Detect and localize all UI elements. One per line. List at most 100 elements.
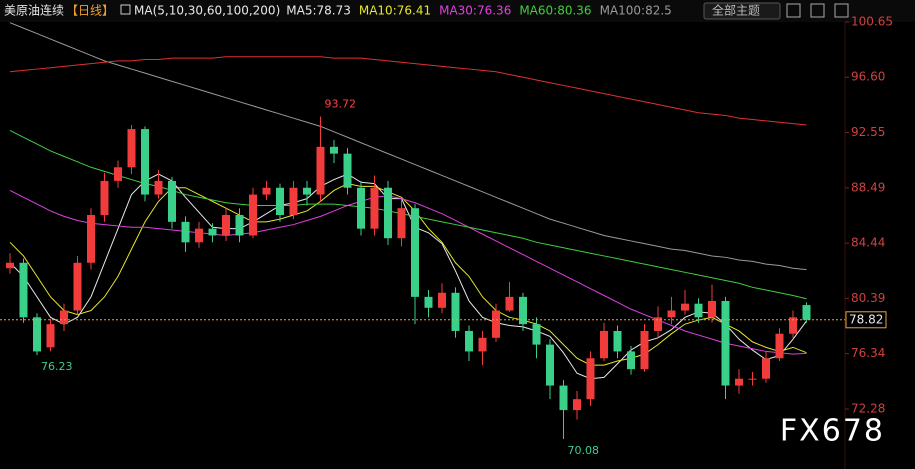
extreme-label: 93.72 <box>325 98 357 111</box>
candle-body <box>411 208 419 297</box>
candle-body <box>762 358 770 379</box>
candle-body <box>708 300 716 318</box>
watermark: FX678 <box>780 414 885 449</box>
candle-body <box>465 330 473 352</box>
y-tick-label: 96.60 <box>851 70 885 84</box>
candle-body <box>276 187 284 216</box>
candle-body <box>438 292 446 308</box>
candle-body <box>114 167 122 181</box>
candle-body <box>73 262 82 311</box>
legend-name: MA5: <box>286 4 316 18</box>
candle-body <box>478 337 487 352</box>
candle-body <box>397 208 406 239</box>
candle-body <box>208 228 217 236</box>
extreme-label: 76.23 <box>41 360 73 373</box>
candle-body <box>802 305 811 320</box>
y-tick-label: 100.65 <box>851 15 893 29</box>
legend-name: MA10: <box>359 4 397 18</box>
candle-body <box>154 180 163 195</box>
candle-body <box>222 215 230 236</box>
candle-body <box>6 262 14 269</box>
candle-body <box>60 310 68 325</box>
legend-value: 78.73 <box>317 4 351 18</box>
candle-body <box>370 187 379 229</box>
candle-body <box>141 129 149 195</box>
candle-body <box>721 300 730 386</box>
extreme-label: 70.08 <box>568 444 600 457</box>
candle-body <box>181 221 190 243</box>
candle-body <box>492 310 500 338</box>
candle-body <box>343 153 352 188</box>
candle-body <box>600 330 608 359</box>
legend-value: 76.36 <box>477 4 511 18</box>
chart-title: 美原油连续 <box>4 3 64 18</box>
candle-body <box>667 310 676 318</box>
ma-line <box>9 183 807 366</box>
legend-name: MA60: <box>519 4 557 18</box>
candle-body <box>694 303 703 318</box>
candle-body <box>559 385 568 411</box>
legend-value: 82.5 <box>645 4 672 18</box>
indicator-label[interactable]: MA(5,10,30,60,100,200) <box>134 4 280 18</box>
theme-button-label[interactable]: 全部主题 <box>712 3 760 18</box>
legend-name: MA30: <box>439 4 477 18</box>
candle-body <box>519 296 527 325</box>
ma-line <box>9 22 807 271</box>
candle-body <box>303 187 311 195</box>
candle-body <box>249 194 257 236</box>
theme-button[interactable] <box>703 2 781 20</box>
candle-body <box>735 378 743 386</box>
candle-body <box>532 324 541 345</box>
y-tick-label: 72.28 <box>851 402 885 416</box>
candle-body <box>654 317 662 331</box>
legend-value: 80.36 <box>557 4 591 18</box>
close-icon[interactable] <box>834 3 849 18</box>
candle-body <box>505 296 514 311</box>
candle-body <box>19 262 28 318</box>
candle-body <box>384 187 392 239</box>
candle-body <box>640 330 649 370</box>
candle-body <box>100 180 109 216</box>
price-label: 78.82 <box>849 312 883 326</box>
ma-line <box>9 190 807 355</box>
settings-icon[interactable] <box>786 3 801 18</box>
legend-name: MA100: <box>600 4 646 18</box>
header-bar <box>0 0 915 22</box>
candle-body <box>33 317 41 352</box>
price-box <box>845 311 887 329</box>
candle-body <box>451 292 460 331</box>
candle-body <box>546 344 554 386</box>
candle-body <box>613 330 622 352</box>
legend-value: 76.41 <box>397 4 431 18</box>
minimize-icon[interactable] <box>810 3 825 18</box>
candle-body <box>127 129 136 168</box>
candle-body <box>87 215 95 263</box>
y-tick-label: 92.55 <box>851 125 885 139</box>
candle-body <box>316 146 325 195</box>
candle-body <box>330 146 338 154</box>
candle-body <box>627 351 635 370</box>
y-tick-label: 76.34 <box>851 346 885 360</box>
candle-body <box>289 187 298 216</box>
candle-body <box>235 215 244 236</box>
ma-line <box>9 56 807 126</box>
y-tick-label: 88.49 <box>851 180 885 194</box>
candle-body <box>424 296 433 308</box>
indicator-icon[interactable] <box>120 4 131 15</box>
candle-body <box>775 333 784 359</box>
candle-body <box>46 324 55 348</box>
candle-body <box>168 180 176 222</box>
candle-body <box>357 187 365 229</box>
candle-body <box>748 378 757 380</box>
candle-body <box>681 303 689 311</box>
candle-body <box>573 399 581 411</box>
candle-body <box>195 228 203 243</box>
candle-body <box>586 358 595 400</box>
y-tick-label: 80.39 <box>851 291 885 305</box>
candle-body <box>789 317 797 334</box>
period-label[interactable]: 【日线】 <box>66 4 114 18</box>
y-tick-label: 84.44 <box>851 236 885 250</box>
candle-body <box>262 187 271 195</box>
